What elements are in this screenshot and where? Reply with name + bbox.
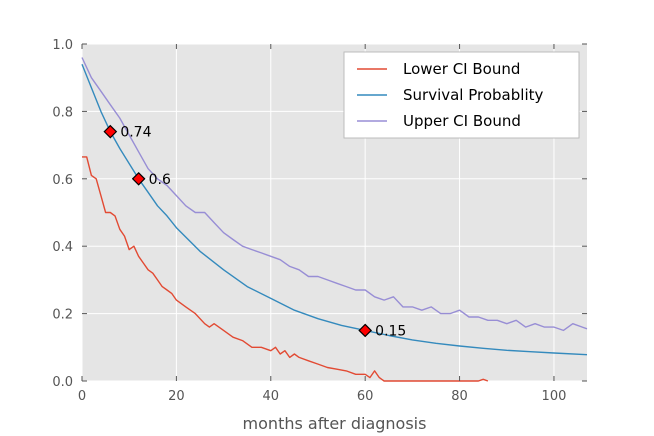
marker-label-1: 0.6 <box>149 172 171 188</box>
ticks-group: 0 20 40 60 80 100 0.0 0.2 0.4 0.6 0.8 1.0 <box>52 38 587 404</box>
y-tick-label: 0.8 <box>52 105 73 120</box>
marker-1 <box>131 171 146 186</box>
marker-0 <box>103 124 118 139</box>
legend-label-2: Upper CI Bound <box>403 112 521 130</box>
legend: Lower CI Bound Survival Probablity Upper C… <box>343 51 580 139</box>
x-axis-label: months after diagnosis <box>243 414 427 433</box>
x-tick-label: 80 <box>451 389 468 404</box>
markers-group: 0.74 0.6 0.15 <box>103 124 406 339</box>
legend-label-0: Lower CI Bound <box>403 60 520 78</box>
x-tick-label: 100 <box>542 389 567 404</box>
x-tick-label: 40 <box>263 389 280 404</box>
y-tick-label: 0.6 <box>52 173 73 188</box>
series-group <box>81 57 588 382</box>
y-tick-label: 0.2 <box>52 308 73 323</box>
y-tick-label: 0.4 <box>52 240 73 255</box>
series-line-1 <box>81 63 588 356</box>
x-tick-label: 20 <box>168 389 185 404</box>
marker-label-0: 0.74 <box>120 125 151 141</box>
series-line-2 <box>81 57 588 332</box>
legend-label-1: Survival Probablity <box>403 86 543 104</box>
marker-2 <box>358 323 373 338</box>
x-tick-label: 60 <box>357 389 374 404</box>
y-tick-label: 0.0 <box>52 375 73 390</box>
y-tick-label: 1.0 <box>52 38 73 53</box>
series-line-0 <box>82 156 489 382</box>
x-tick-label: 0 <box>78 389 86 404</box>
marker-label-2: 0.15 <box>375 323 406 339</box>
